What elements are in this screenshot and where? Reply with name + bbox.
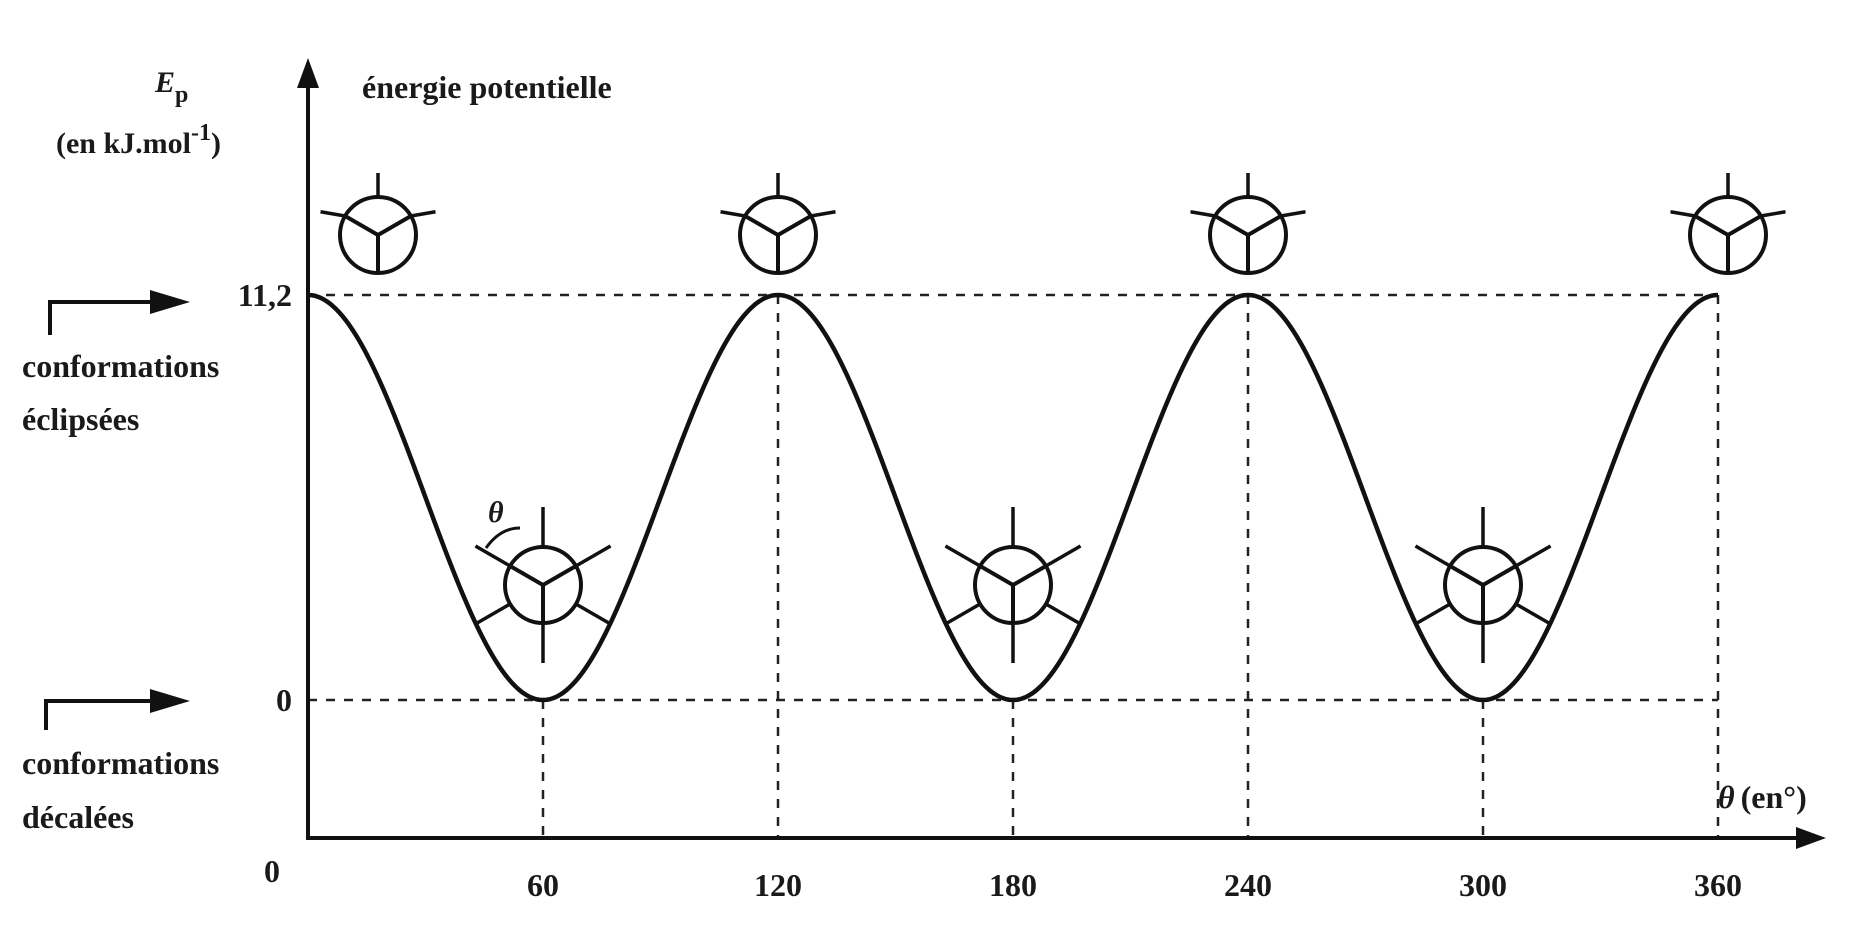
y-axis-label: Ep (154, 66, 188, 108)
eclipsed-arrow (48, 300, 150, 335)
eclipsed-label-line1: conformations (22, 348, 219, 384)
staggered-label-line2: décalées (22, 799, 134, 835)
x-tick-label: 360 (1694, 867, 1742, 903)
eclipsed-arrow-head (150, 290, 190, 314)
newman-eclipsed (720, 173, 836, 275)
x-tick-label: 180 (989, 867, 1037, 903)
y-tick-label: 11,2 (238, 277, 292, 313)
theta-symbol: θ (488, 496, 504, 529)
newman-eclipsed (1670, 173, 1786, 275)
y-tick-labels: 11,20 (238, 277, 292, 718)
newman-eclipsed (320, 173, 436, 275)
newman-staggered (944, 507, 1082, 663)
y-axis-arrow (297, 58, 319, 88)
series-line (307, 292, 1719, 703)
chart-title: énergie potentielle (362, 69, 612, 105)
x-tick-labels: 60 120 180 240 300 360 (527, 867, 1742, 903)
newman-staggered (1414, 507, 1552, 663)
x-axis-label: θ (en°) (1718, 779, 1807, 815)
x-tick-label: 60 (527, 867, 559, 903)
x-tick-label: 300 (1459, 867, 1507, 903)
eclipsed-label-line2: éclipsées (22, 401, 139, 437)
x-tick-label: 240 (1224, 867, 1272, 903)
y-axis-unit: (en kJ.mol-1) (56, 120, 221, 160)
staggered-annotation: conformations décalées (22, 689, 219, 835)
newman-staggered (474, 507, 612, 663)
staggered-label-line1: conformations (22, 745, 219, 781)
x-tick-label: 120 (754, 867, 802, 903)
staggered-arrow (44, 699, 150, 730)
theta-angle-annotation: θ (484, 496, 521, 549)
x-axis-arrow (1796, 827, 1826, 849)
origin-label: 0 (264, 853, 280, 889)
theta-arc (484, 526, 521, 549)
axes (297, 58, 1826, 849)
newman-projections (320, 173, 1786, 663)
y-tick-label: 0 (276, 682, 292, 718)
newman-eclipsed (1190, 173, 1306, 275)
eclipsed-annotation: conformations éclipsées (22, 290, 219, 437)
staggered-arrow-head (150, 689, 190, 713)
